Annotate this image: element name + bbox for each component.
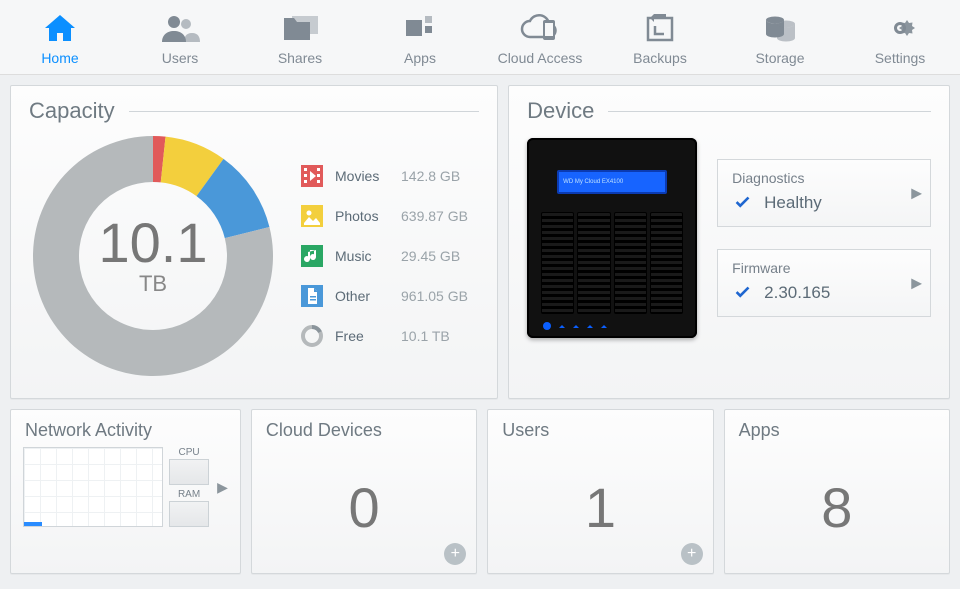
status-value: Healthy <box>764 193 822 213</box>
drive-bay <box>650 212 683 314</box>
capacity-donut: 10.1 TB <box>29 132 277 380</box>
legend-row-free: Free 10.1 TB <box>301 325 468 347</box>
legend-label: Movies <box>335 168 389 184</box>
ram-meter[interactable] <box>169 501 209 527</box>
nav-storage[interactable]: Storage <box>720 0 840 74</box>
drive-bay <box>577 212 610 314</box>
photos-icon <box>301 205 323 227</box>
divider <box>608 111 931 112</box>
legend-value: 142.8 GB <box>401 168 460 184</box>
status-label: Firmware <box>732 260 916 276</box>
legend-label: Music <box>335 248 389 264</box>
device-image: WD My Cloud EX4100 <box>527 138 697 338</box>
top-nav: Home Users Shares Apps Cloud Access Backups St… <box>0 0 960 75</box>
legend-label: Other <box>335 288 389 304</box>
network-bar <box>24 522 42 526</box>
nav-label: Home <box>41 50 78 66</box>
nav-label: Settings <box>875 50 926 66</box>
legend-row-other: Other 961.05 GB <box>301 285 468 307</box>
legend-value: 29.45 GB <box>401 248 460 264</box>
device-led-strip <box>537 320 687 332</box>
free-icon <box>301 325 323 347</box>
storage-icon <box>762 10 798 46</box>
device-screen-text: WD My Cloud EX4100 <box>563 179 623 185</box>
cpu-label: CPU <box>169 447 209 458</box>
nav-backups[interactable]: Backups <box>600 0 720 74</box>
tile-value: 1 <box>488 441 712 573</box>
chevron-right-icon: ▶ <box>911 275 922 292</box>
tile-title: Apps <box>725 410 949 441</box>
backups-icon <box>642 10 678 46</box>
cpu-meter[interactable] <box>169 459 209 485</box>
device-screen: WD My Cloud EX4100 <box>557 170 667 194</box>
device-bays <box>541 212 683 314</box>
tile-value: 0 <box>252 441 476 573</box>
movies-icon <box>301 165 323 187</box>
nav-label: Apps <box>404 50 436 66</box>
dashboard-content: Capacity 10.1 TB Movies 142.8 GB Photos 639… <box>0 75 960 584</box>
device-title-text: Device <box>527 98 594 124</box>
device-status-list: DiagnosticsHealthy▶Firmware2.30.165▶ <box>717 159 931 317</box>
nav-label: Shares <box>278 50 322 66</box>
check-icon <box>732 282 754 304</box>
device-panel: Device WD My Cloud EX4100 Diagnostics Hea… <box>508 85 950 399</box>
legend-row-photos: Photos 639.87 GB <box>301 205 468 227</box>
network-chart <box>23 447 163 527</box>
status-card-firmware[interactable]: Firmware 2.30.165 ▶ <box>717 249 931 317</box>
nav-label: Storage <box>755 50 804 66</box>
status-card-diagnostics[interactable]: Diagnostics Healthy ▶ <box>717 159 931 227</box>
capacity-unit: TB <box>139 271 167 297</box>
capacity-value: 10.1 <box>99 215 208 271</box>
tile-apps[interactable]: Apps8 <box>724 409 950 574</box>
drive-bay <box>541 212 574 314</box>
nav-label: Cloud Access <box>498 50 583 66</box>
tile-value: 8 <box>725 441 949 573</box>
nav-label: Backups <box>633 50 687 66</box>
users-icon <box>160 10 200 46</box>
home-icon <box>42 10 78 46</box>
apps-icon <box>402 10 438 46</box>
tile-title: Cloud Devices <box>252 410 476 441</box>
shares-icon <box>280 10 320 46</box>
legend-row-movies: Movies 142.8 GB <box>301 165 468 187</box>
capacity-title-text: Capacity <box>29 98 115 124</box>
network-activity-panel: Network Activity CPU RAM ▶ <box>10 409 241 574</box>
capacity-title: Capacity <box>11 86 497 124</box>
nav-shares[interactable]: Shares <box>240 0 360 74</box>
nav-cloud[interactable]: Cloud Access <box>480 0 600 74</box>
nav-home[interactable]: Home <box>0 0 120 74</box>
donut-center: 10.1 TB <box>29 132 277 380</box>
status-value: 2.30.165 <box>764 283 830 303</box>
network-meters: CPU RAM <box>169 447 209 527</box>
ram-label: RAM <box>169 489 209 500</box>
divider <box>129 111 480 112</box>
network-title: Network Activity <box>11 410 240 441</box>
chevron-right-icon[interactable]: ▶ <box>217 479 228 496</box>
tile-users[interactable]: Users1+ <box>487 409 713 574</box>
check-icon <box>732 192 754 214</box>
nav-settings[interactable]: Settings <box>840 0 960 74</box>
nav-label: Users <box>162 50 199 66</box>
legend-label: Photos <box>335 208 389 224</box>
status-label: Diagnostics <box>732 170 916 186</box>
legend-value: 639.87 GB <box>401 208 468 224</box>
device-title: Device <box>509 86 949 124</box>
tile-cloud-devices[interactable]: Cloud Devices0+ <box>251 409 477 574</box>
nav-users[interactable]: Users <box>120 0 240 74</box>
other-icon <box>301 285 323 307</box>
add-button[interactable]: + <box>681 543 703 565</box>
legend-row-music: Music 29.45 GB <box>301 245 468 267</box>
legend-value: 961.05 GB <box>401 288 468 304</box>
music-icon <box>301 245 323 267</box>
legend-value: 10.1 TB <box>401 328 450 344</box>
settings-icon <box>882 10 918 46</box>
cloud-icon <box>518 10 562 46</box>
capacity-panel: Capacity 10.1 TB Movies 142.8 GB Photos 639… <box>10 85 498 399</box>
drive-bay <box>614 212 647 314</box>
capacity-legend: Movies 142.8 GB Photos 639.87 GB Music 29.45 … <box>301 165 468 347</box>
tile-title: Users <box>488 410 712 441</box>
nav-apps[interactable]: Apps <box>360 0 480 74</box>
chevron-right-icon: ▶ <box>911 185 922 202</box>
legend-label: Free <box>335 328 389 344</box>
